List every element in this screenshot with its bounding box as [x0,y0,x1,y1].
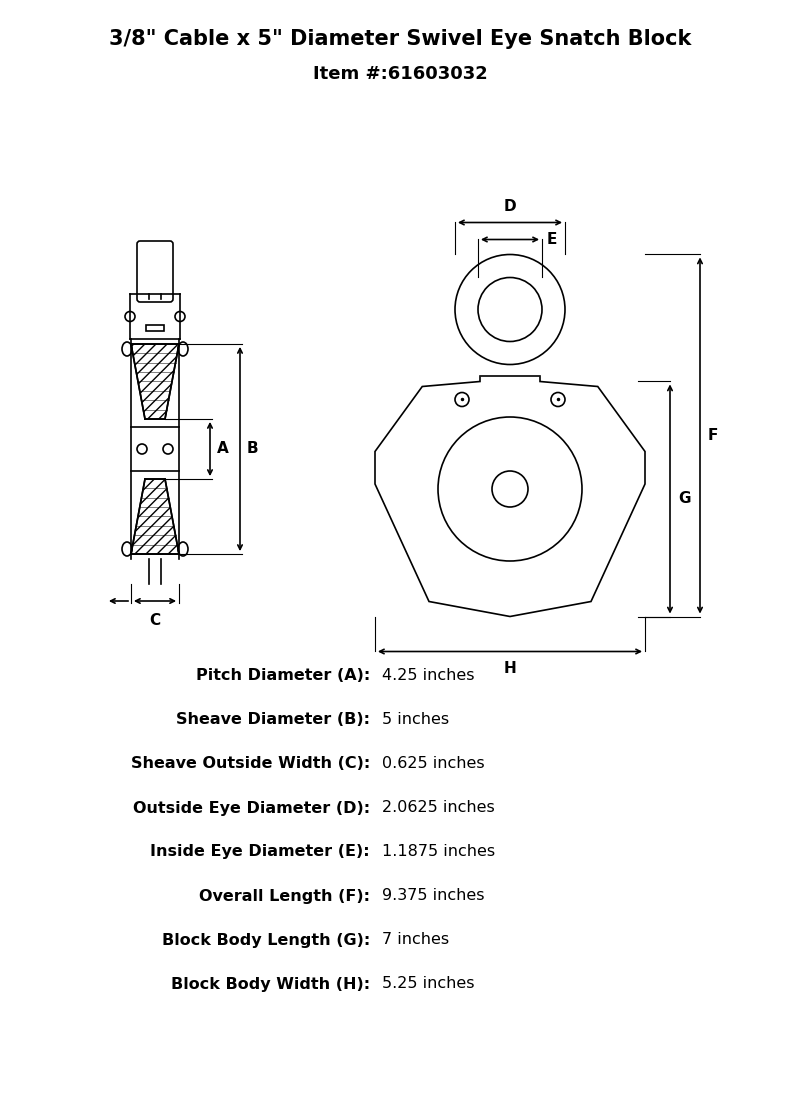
Text: Inside Eye Diameter (E):: Inside Eye Diameter (E): [150,845,370,860]
Text: Outside Eye Diameter (D):: Outside Eye Diameter (D): [133,800,370,816]
Text: D: D [504,200,516,214]
Text: 5.25 inches: 5.25 inches [382,977,474,991]
Text: F: F [708,428,718,443]
Text: G: G [678,491,690,507]
Text: H: H [504,661,516,677]
Bar [146,325,164,331]
FancyBboxPatch shape [137,241,173,302]
Text: Overall Length (F):: Overall Length (F): [199,889,370,903]
Text: Block Body Width (H):: Block Body Width (H): [171,977,370,991]
Text: 4.25 inches: 4.25 inches [382,669,474,683]
Text: Item #:61603032: Item #:61603032 [313,65,487,83]
Text: Sheave Outside Width (C):: Sheave Outside Width (C): [130,756,370,772]
Text: E: E [547,232,558,247]
Text: B: B [247,442,258,456]
Text: Pitch Diameter (A):: Pitch Diameter (A): [196,669,370,683]
Text: 3/8" Cable x 5" Diameter Swivel Eye Snatch Block: 3/8" Cable x 5" Diameter Swivel Eye Snat… [109,29,691,49]
Text: Block Body Length (G):: Block Body Length (G): [162,933,370,947]
Text: 1.1875 inches: 1.1875 inches [382,845,495,860]
Text: 2.0625 inches: 2.0625 inches [382,800,494,816]
Text: 9.375 inches: 9.375 inches [382,889,485,903]
Text: C: C [150,613,161,628]
Text: Sheave Diameter (B):: Sheave Diameter (B): [176,712,370,728]
PathPatch shape [375,376,645,616]
Text: A: A [217,442,229,456]
Text: 7 inches: 7 inches [382,933,449,947]
Text: 5 inches: 5 inches [382,712,449,728]
Text: 0.625 inches: 0.625 inches [382,756,485,772]
